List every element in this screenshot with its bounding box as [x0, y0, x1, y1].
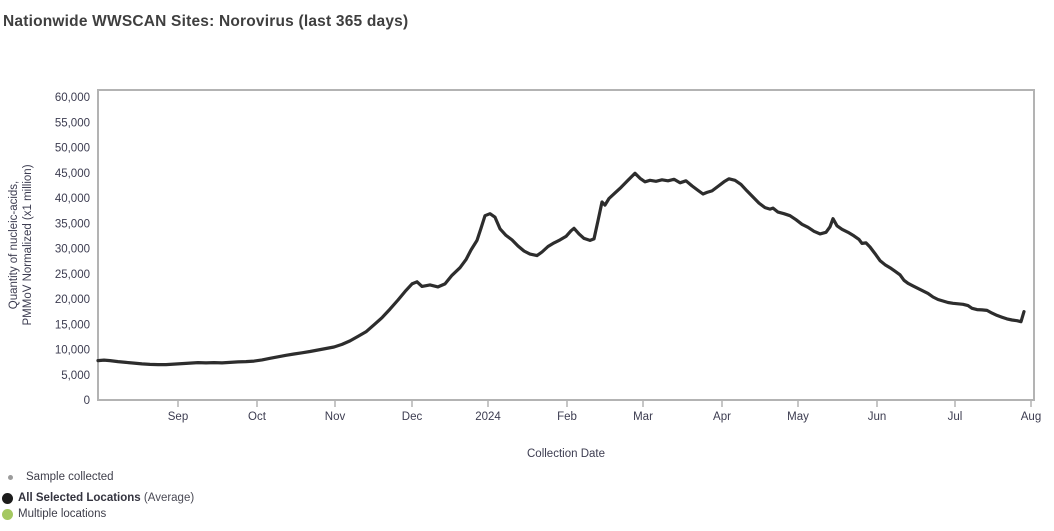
y-tick-label: 30,000 — [55, 244, 90, 256]
y-axis-title-line2: PMMoV Normalized (x1 million) — [22, 164, 34, 325]
x-tick-label: Dec — [402, 411, 423, 423]
legend-label-average-suffix: (Average) — [140, 492, 195, 504]
x-tick-label: Mar — [633, 411, 653, 423]
y-tick-label: 40,000 — [55, 193, 90, 205]
y-axis-title-line1: Quantity of nucleic-acids, — [8, 181, 20, 309]
x-axis-title: Collection Date — [527, 448, 605, 460]
x-tick-label: Aug — [1021, 411, 1041, 423]
y-tick-label: 55,000 — [55, 117, 90, 129]
x-tick-label: Jul — [948, 411, 963, 423]
y-tick-label: 60,000 — [55, 92, 90, 104]
y-tick-label: 20,000 — [55, 294, 90, 306]
all-selected-locations-dot-icon — [2, 492, 13, 504]
x-tick-label: Feb — [557, 411, 577, 423]
y-tick-label: 35,000 — [55, 218, 90, 230]
y-tick-label: 5,000 — [61, 370, 90, 382]
legend-label-sample-collected: Sample collected — [26, 471, 114, 483]
y-tick-label: 50,000 — [55, 143, 90, 155]
legend-item-all-selected-locations: All Selected Locations (Average) — [2, 492, 194, 504]
y-tick-label: 15,000 — [55, 319, 90, 331]
x-tick-label: Nov — [325, 411, 346, 423]
legend-item-sample-collected: Sample collected — [8, 471, 114, 483]
y-tick-label: 10,000 — [55, 345, 90, 357]
average-line-series — [96, 171, 1026, 367]
x-tick-label: May — [787, 411, 809, 423]
y-tick-label: 25,000 — [55, 269, 90, 281]
y-tick-label: 0 — [84, 395, 90, 407]
legend-item-multiple-locations: Multiple locations — [2, 508, 106, 520]
norovirus-line-chart: 0 5,000 10,000 15,000 20,000 25,000 30,000 35,0… — [8, 89, 1041, 460]
x-tick-label: 2024 — [475, 411, 501, 423]
y-tick-label: 45,000 — [55, 168, 90, 180]
x-tick-label: Jun — [868, 411, 887, 423]
x-tick-label: Sep — [168, 411, 188, 423]
sample-collected-dot-icon — [8, 474, 13, 480]
plot-border — [97, 89, 1035, 401]
page-title: Nationwide WWSCAN Sites: Norovirus (last… — [3, 13, 409, 30]
x-tick-label: Apr — [713, 411, 731, 423]
legend-label-multiple-locations: Multiple locations — [18, 508, 107, 520]
legend-label-all-selected-locations: All Selected Locations — [18, 492, 141, 504]
multiple-locations-dot-icon — [2, 508, 13, 520]
x-tick-label: Oct — [248, 411, 267, 423]
